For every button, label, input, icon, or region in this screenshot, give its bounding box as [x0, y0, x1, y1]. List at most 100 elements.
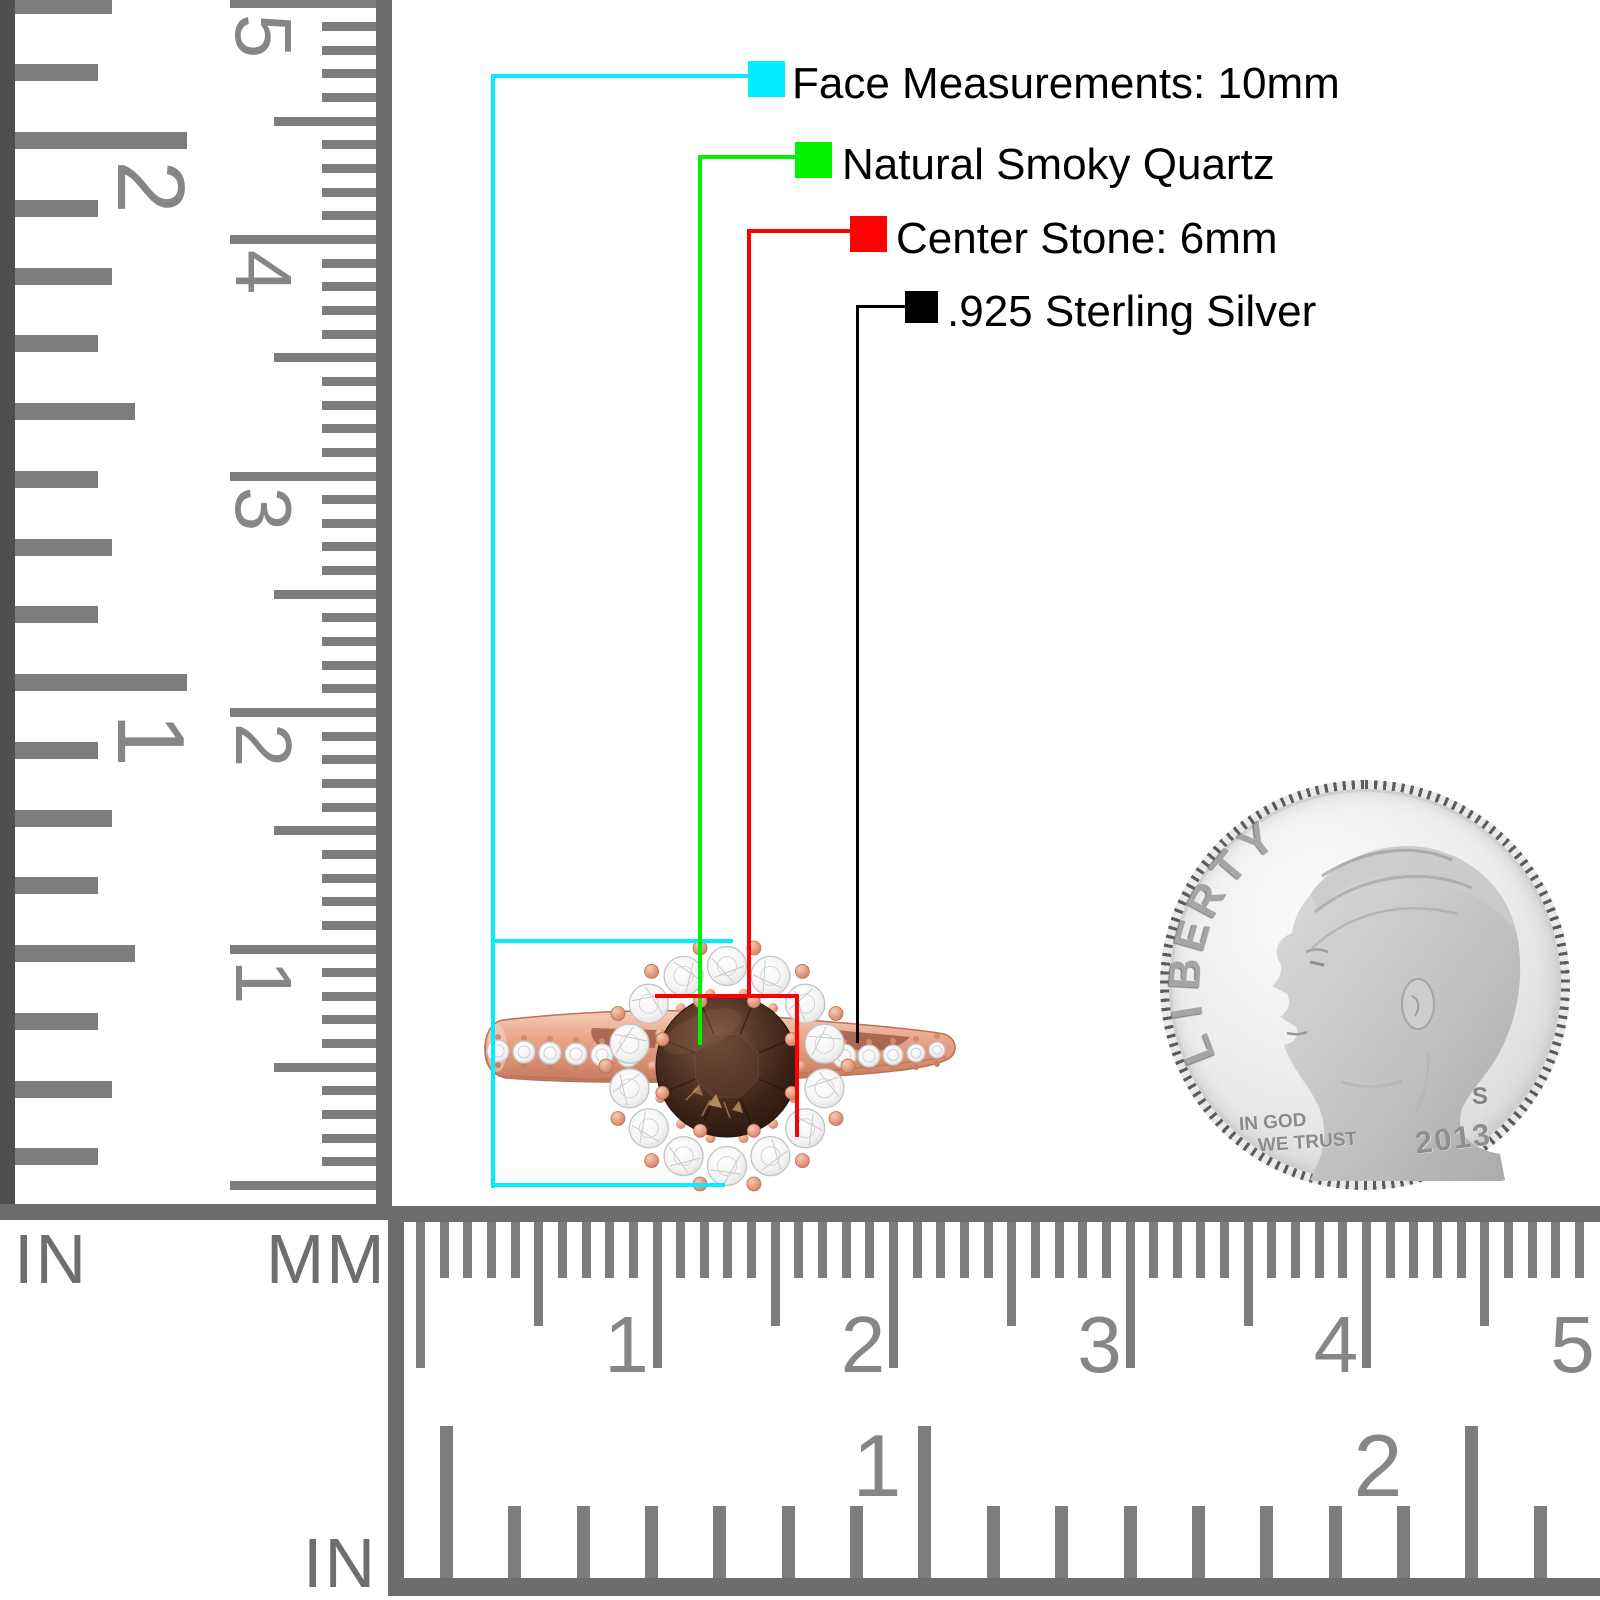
bottom-cm-tick: [1172, 1222, 1182, 1278]
bottom-cm-tick: [1149, 1222, 1159, 1278]
mm-tick: [322, 991, 376, 1001]
bottom-cm-tick: [794, 1222, 804, 1278]
bottom-cm-tick: [865, 1222, 875, 1278]
mm-tick: [322, 93, 376, 103]
mm-tick: [322, 69, 376, 79]
mm-tick: [322, 566, 376, 576]
mm-tick: [230, 235, 376, 244]
inch-tick: [15, 1080, 112, 1098]
bottom-cm-tick: [699, 1222, 709, 1278]
bottom-cm-tick: [723, 1222, 733, 1278]
bottom-cm-number: 4: [1313, 1300, 1359, 1389]
bottom-inch-number: 1: [852, 1416, 902, 1515]
inch-tick: [15, 674, 187, 691]
inch-tick: [15, 606, 98, 624]
mm-tick: [230, 471, 376, 481]
mm-tick: [274, 116, 376, 126]
inch-tick: [15, 877, 98, 895]
mm-tick: [322, 376, 376, 386]
legend-label-face-measurements: Face Measurements: 10mm: [792, 59, 1340, 108]
bottom-cm-tick: [1220, 1222, 1230, 1278]
inch-tick: [15, 470, 98, 488]
mm-tick: [322, 542, 376, 552]
mm-tick: [230, 1181, 376, 1190]
red-line-bracket-top: [655, 994, 799, 998]
inch-tick: [15, 538, 112, 556]
mm-tick: [322, 1133, 376, 1143]
legend-label-stone-type: Natural Smoky Quartz: [842, 140, 1275, 189]
mm-ruler-number: 3: [219, 486, 308, 531]
mm-tick: [322, 849, 376, 859]
bottom-cm-tick: [463, 1222, 473, 1278]
mm-ruler-number: 4: [219, 249, 308, 295]
mm-tick: [322, 755, 376, 765]
bottom-cm-tick: [1338, 1222, 1348, 1278]
bottom-inch-tick: [1260, 1506, 1274, 1578]
bottom-cm-tick: [486, 1222, 496, 1278]
bottom-cm-tick: [510, 1222, 520, 1278]
bottom-inch-tick: [850, 1506, 864, 1578]
bottom-cm-tick: [1125, 1222, 1135, 1368]
mm-tick: [322, 187, 376, 197]
vertical-mm-unit-label: MM: [266, 1220, 387, 1298]
mm-tick: [322, 22, 376, 32]
mm-tick: [274, 1062, 376, 1072]
mm-tick: [322, 518, 376, 528]
bottom-cm-tick: [1314, 1222, 1324, 1278]
mm-tick: [322, 873, 376, 883]
cyan-line-vertical: [491, 74, 495, 1188]
bottom-inch-tick: [576, 1506, 590, 1578]
mm-tick: [322, 211, 376, 221]
inch-ruler-number: 2: [97, 160, 204, 214]
mm-tick: [322, 731, 376, 741]
ring-render: [484, 940, 956, 1192]
bottom-cm-tick: [557, 1222, 567, 1278]
bottom-cm-number: 1: [604, 1300, 649, 1389]
bottom-cm-tick: [1432, 1222, 1442, 1278]
red-line-vertical-left: [747, 229, 751, 998]
bottom-cm-tick: [1527, 1222, 1537, 1278]
mm-tick: [322, 495, 376, 505]
bottom-inch-tick: [1465, 1426, 1479, 1578]
inch-tick: [15, 809, 112, 827]
bottom-cm-tick: [818, 1222, 828, 1278]
roosevelt-portrait: [1272, 846, 1521, 1181]
bottom-cm-number: 2: [840, 1300, 886, 1389]
mm-tick: [322, 305, 376, 315]
bottom-ruler-top-bar: [388, 1206, 1600, 1222]
bottom-cm-tick: [1503, 1222, 1513, 1278]
bottom-inch-tick: [1328, 1506, 1342, 1578]
legend-label-metal: .925 Sterling Silver: [947, 287, 1317, 336]
bottom-inch-tick: [1191, 1506, 1205, 1578]
coin-motto-line1: IN GOD: [1238, 1109, 1308, 1136]
bottom-cm-tick: [1385, 1222, 1395, 1278]
bottom-cm-tick: [652, 1222, 662, 1368]
mm-tick: [322, 282, 376, 292]
bottom-cm-tick: [1267, 1222, 1277, 1278]
bottom-cm-tick: [770, 1222, 780, 1326]
bottom-inch-tick: [781, 1506, 795, 1578]
mm-ruler-number: 1: [219, 959, 308, 1004]
mm-tick: [322, 164, 376, 174]
bottom-cm-tick: [747, 1222, 757, 1278]
bottom-cm-tick: [1078, 1222, 1088, 1278]
cyan-line-arm-top: [491, 939, 733, 943]
mm-tick: [274, 353, 376, 363]
black-line-vertical: [856, 305, 859, 1043]
bottom-inch-tick: [508, 1506, 522, 1578]
bottom-cm-tick: [959, 1222, 969, 1278]
bottom-cm-tick: [439, 1222, 449, 1278]
bottom-cm-tick: [1101, 1222, 1111, 1278]
cyan-line-top: [491, 74, 752, 78]
bottom-inch-tick: [1123, 1506, 1137, 1578]
legend-swatch-metal: [905, 291, 938, 323]
bottom-cm-tick: [1291, 1222, 1301, 1278]
mm-tick: [322, 684, 376, 694]
mm-tick: [322, 1039, 376, 1049]
bottom-cm-number: 3: [1077, 1300, 1122, 1389]
bottom-inch-unit-label: IN: [303, 1524, 377, 1600]
green-line-vertical: [698, 155, 702, 1045]
bottom-inch-tick: [440, 1426, 453, 1578]
